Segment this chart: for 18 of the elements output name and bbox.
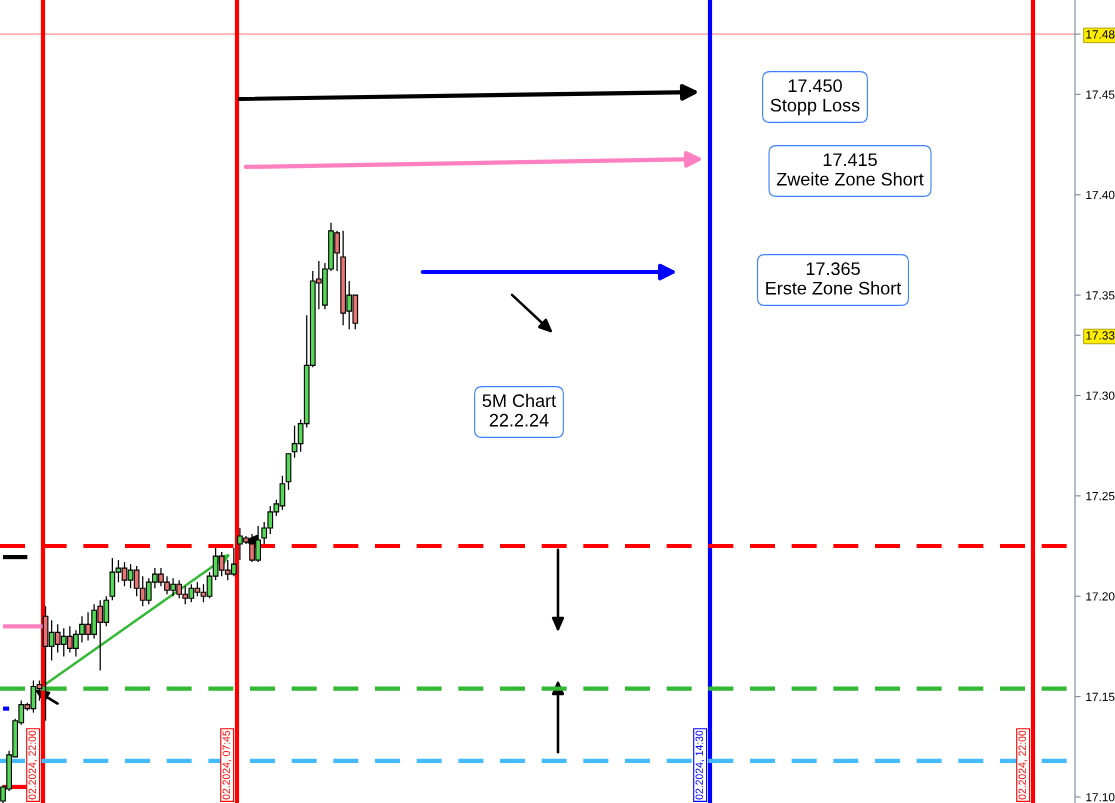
y-tick-label: 17.35 bbox=[1086, 291, 1115, 300]
annotation: 17.450 Stopp Loss bbox=[770, 79, 860, 116]
y-tick-label: 17.20 bbox=[1086, 592, 1115, 601]
annotation: 5M Chart 22.2.24 bbox=[482, 393, 556, 427]
y-tick-label: 17.33 bbox=[1086, 331, 1115, 340]
annotation: 02.2024, 22:00 bbox=[1018, 730, 1028, 800]
y-tick-label: 17.25 bbox=[1086, 491, 1115, 501]
annotation: 17.365 Erste Zone Short bbox=[766, 262, 902, 295]
y-tick-label: 17.15 bbox=[1086, 692, 1115, 701]
annotation: 02.2024, 22:00 bbox=[28, 730, 38, 800]
y-tick-label: 17.45 bbox=[1086, 90, 1115, 99]
y-tick-label: 17.40 bbox=[1086, 190, 1115, 200]
annotation: 02.2024, 14:30 bbox=[695, 730, 705, 800]
annotation: 02.2024, 07:45 bbox=[222, 730, 232, 800]
y-tick-label: 17.30 bbox=[1086, 391, 1115, 400]
y-tick-label: 17.48 bbox=[1086, 30, 1115, 39]
y-tick-label: 17.10 bbox=[1086, 793, 1115, 802]
annotation: 17.415 Zweite Zone Short bbox=[776, 153, 924, 186]
